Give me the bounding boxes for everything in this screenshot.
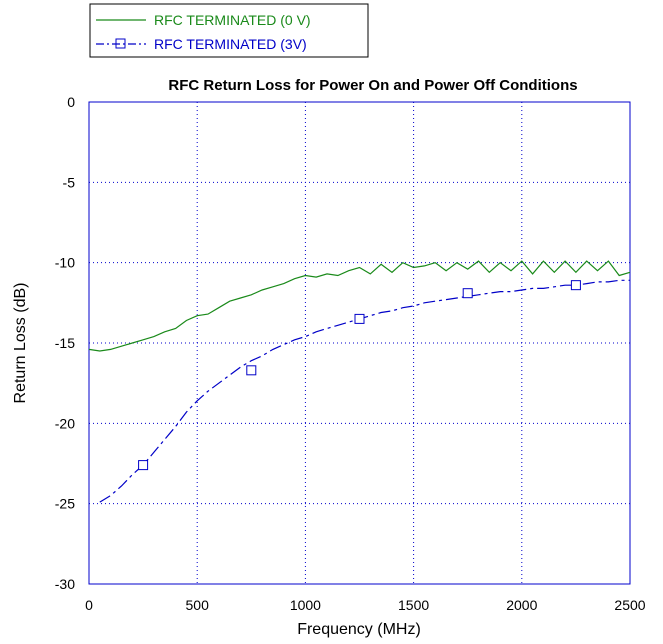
y-tick-label: -10 (55, 255, 75, 271)
x-tick-label: 1500 (398, 597, 429, 613)
series-layer (88, 260, 631, 503)
grid (89, 102, 630, 584)
x-tick-label: 500 (186, 597, 210, 613)
series-marker-3v (354, 313, 365, 324)
series-marker-3v (570, 280, 581, 291)
x-axis-label: Frequency (MHz) (297, 621, 421, 638)
y-tick-label: 0 (67, 94, 75, 110)
legend-box (89, 3, 369, 58)
legend-label-series-3v: RFC TERMINATED (3V) (154, 36, 307, 52)
y-tick-labels: 0 -5 -10 -15 -20 -25 -30 (55, 94, 75, 592)
series-marker-3v (138, 460, 149, 471)
series-marker-3v (462, 288, 473, 299)
chart-title: RFC Return Loss for Power On and Power O… (168, 77, 577, 94)
x-tick-label: 2500 (614, 597, 645, 613)
y-tick-label: -5 (63, 174, 76, 190)
series-line-3v (99, 279, 630, 503)
legend-marker-series-3v (115, 38, 126, 49)
y-tick-label: -15 (55, 335, 75, 351)
x-tick-label: 1000 (290, 597, 321, 613)
y-tick-label: -20 (55, 415, 75, 431)
y-axis-label: Return Loss (dB) (12, 283, 29, 404)
series-line-0v (88, 260, 631, 352)
y-tick-label: -25 (55, 496, 75, 512)
y-tick-label: -30 (55, 576, 75, 592)
plot-frame (88, 101, 631, 585)
x-tick-label: 2000 (506, 597, 537, 613)
legend-label-series-0v: RFC TERMINATED (0 V) (154, 12, 311, 28)
x-tick-labels: 0 500 1000 1500 2000 2500 (85, 597, 646, 613)
legend: RFC TERMINATED (0 V) RFC TERMINATED (3V) (89, 3, 369, 58)
x-tick-label: 0 (85, 597, 93, 613)
series-marker-3v (246, 365, 257, 376)
